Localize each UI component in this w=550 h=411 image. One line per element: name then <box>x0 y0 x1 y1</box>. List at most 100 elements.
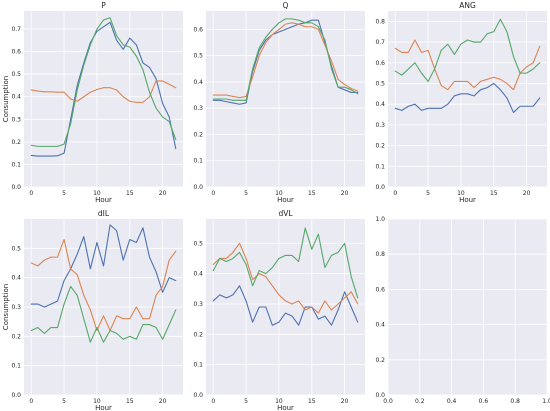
series-line-2 <box>212 22 359 99</box>
plot-area <box>206 219 365 395</box>
x-tick-label: 15 <box>126 398 134 405</box>
y-tick-label: 0.5 <box>11 245 21 252</box>
y-tick-label: 0.1 <box>11 363 21 370</box>
y-tick-label: 0.1 <box>375 163 385 170</box>
subplot-1: 0.0 0.1 0.2 0.3 0.4 0.5 0.6 0.7 0 5 10 15 20 P Hour Con… <box>2 1 183 204</box>
y-tick-label: 0.3 <box>193 301 203 308</box>
series-line-1 <box>212 285 359 326</box>
x-tick-label: 0 <box>29 190 33 197</box>
y-tick-label: 0.4 <box>375 101 385 108</box>
y-tick-label: 0.3 <box>11 116 21 123</box>
subplot-4: 0.0 0.1 0.2 0.3 0.4 0.5 0 5 10 15 20 dIL Hour Consump… <box>2 209 183 411</box>
x-tick-label: 15 <box>490 190 498 197</box>
series-line-1 <box>30 224 177 308</box>
y-tick-label: 0.1 <box>11 161 21 168</box>
plot-area <box>206 11 365 187</box>
x-tick-label: 0.2 <box>415 398 425 405</box>
plot-area <box>24 11 183 187</box>
y-tick-label: 0.4 <box>11 94 21 101</box>
x-tick-label: 5 <box>426 190 430 197</box>
x-tick-label: 15 <box>126 190 134 197</box>
subplot-3: 0.0 0.1 0.2 0.3 0.4 0.5 0.6 0.7 0.8 0 5 10 15 20 ANG Ho… <box>375 1 547 204</box>
x-tick-label: 10 <box>457 190 465 197</box>
y-tick-label: 0.0 <box>375 184 385 191</box>
series-line-2 <box>30 238 177 332</box>
y-tick-label: 0.4 <box>193 271 203 278</box>
y-tick-label: 0.0 <box>193 184 203 191</box>
subplot-title: dIL <box>98 209 110 218</box>
y-tick-label: 0.8 <box>375 18 385 25</box>
x-tick-label: 10 <box>275 190 283 197</box>
y-tick-label: 0.0 <box>193 392 203 399</box>
x-axis-label: Hour <box>95 404 112 411</box>
y-tick-label: 0.2 <box>193 331 203 338</box>
y-tick-label: 0.0 <box>375 392 385 399</box>
y-tick-label: 0.3 <box>193 105 203 112</box>
y-tick-label: 0.5 <box>193 53 203 60</box>
x-tick-label: 5 <box>62 398 66 405</box>
y-tick-label: 0.4 <box>375 322 385 329</box>
y-tick-label: 0.5 <box>11 71 21 78</box>
plot-area <box>388 11 547 187</box>
x-tick-label: 1.0 <box>542 398 550 405</box>
subplot-2: 0.0 0.1 0.2 0.3 0.4 0.5 0.6 0 5 10 15 20 Q Hour <box>193 1 365 204</box>
series-line-3 <box>30 285 177 343</box>
y-tick-label: 0.7 <box>375 39 385 46</box>
x-tick-label: 5 <box>62 190 66 197</box>
y-tick-label: 0.2 <box>11 333 21 340</box>
x-tick-label: 5 <box>244 398 248 405</box>
x-tick-label: 10 <box>93 190 101 197</box>
y-tick-label: 0.3 <box>375 122 385 129</box>
x-tick-label: 20 <box>159 398 167 405</box>
subplot-title: dVL <box>278 209 293 218</box>
y-tick-label: 0.8 <box>375 251 385 258</box>
subplot-6: 0.0 0.2 0.4 0.6 0.8 1.0 0.0 0.2 0.4 0.6 0.8 1.0 <box>375 216 550 405</box>
y-axis-label: Consumption <box>2 284 10 330</box>
x-axis-label: Hour <box>277 196 294 204</box>
y-tick-label: 0.6 <box>11 49 21 56</box>
plot-area <box>388 219 547 395</box>
y-tick-label: 0.2 <box>11 139 21 146</box>
x-tick-label: 0.0 <box>383 398 393 405</box>
series-line-3 <box>394 18 541 82</box>
series-line-2 <box>30 80 177 103</box>
y-tick-label: 0.6 <box>375 286 385 293</box>
y-axis-label: Consumption <box>2 76 10 122</box>
x-tick-label: 0 <box>29 398 33 405</box>
series-line-1 <box>30 21 177 157</box>
y-tick-label: 0.1 <box>193 158 203 165</box>
x-axis-label: Hour <box>95 196 112 204</box>
series-line-2 <box>394 39 541 91</box>
subplot-title: P <box>101 1 106 10</box>
x-tick-label: 15 <box>308 190 316 197</box>
y-tick-label: 0.0 <box>11 392 21 399</box>
x-tick-label: 0.6 <box>479 398 489 405</box>
y-tick-label: 0.0 <box>11 184 21 191</box>
y-tick-label: 0.5 <box>193 240 203 247</box>
y-tick-label: 0.2 <box>375 357 385 364</box>
x-tick-label: 20 <box>341 190 349 197</box>
y-tick-label: 0.1 <box>193 362 203 369</box>
x-tick-label: 5 <box>244 190 248 197</box>
x-tick-label: 0.4 <box>447 398 457 405</box>
series-line-2 <box>212 242 359 314</box>
y-tick-label: 0.5 <box>375 80 385 87</box>
y-tick-label: 0.7 <box>11 26 21 33</box>
y-tick-label: 0.3 <box>11 304 21 311</box>
subplot-5: 0.0 0.1 0.2 0.3 0.4 0.5 0 5 10 15 20 dVL Hour <box>193 209 365 411</box>
y-tick-label: 0.6 <box>375 60 385 67</box>
y-tick-label: 0.2 <box>193 131 203 138</box>
x-tick-label: 0 <box>211 398 215 405</box>
y-tick-label: 0.2 <box>375 143 385 150</box>
subplot-title: Q <box>283 1 289 10</box>
series-line-3 <box>212 227 359 299</box>
series-line-1 <box>394 82 541 114</box>
x-tick-label: 20 <box>523 190 531 197</box>
x-tick-label: 10 <box>93 398 101 405</box>
series-line-3 <box>30 17 177 147</box>
x-axis-label: Hour <box>277 404 294 411</box>
series-line-1 <box>212 19 359 105</box>
x-tick-label: 20 <box>341 398 349 405</box>
y-tick-label: 1.0 <box>375 216 385 223</box>
